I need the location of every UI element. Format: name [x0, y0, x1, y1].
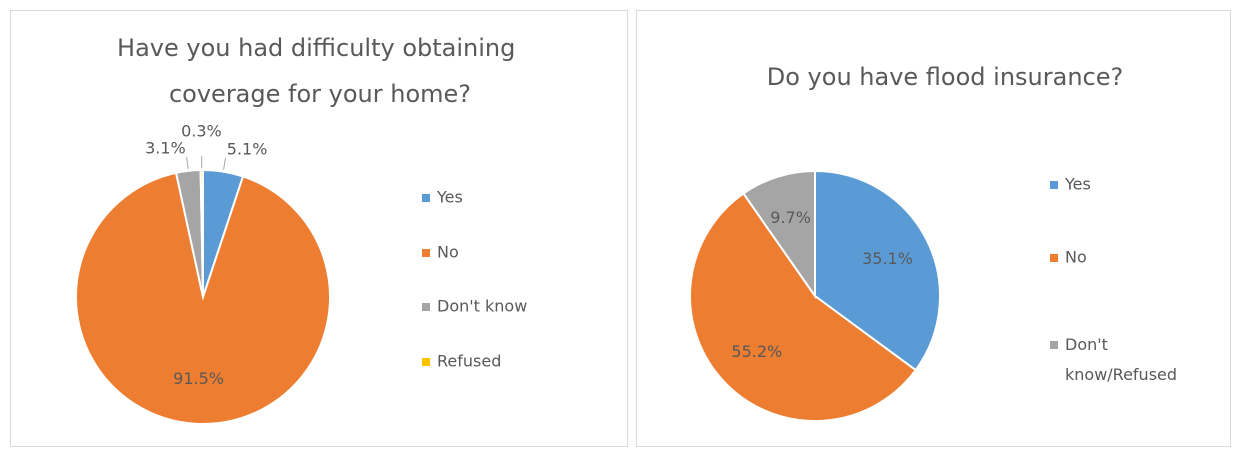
legend-swatch	[422, 303, 430, 311]
pie-slice	[742, 169, 816, 300]
legend-swatch	[1050, 181, 1058, 189]
chart-title: Have you had difficulty obtaining covera…	[117, 34, 523, 108]
data-label: 55.2%	[731, 342, 782, 361]
legend-swatch	[422, 249, 430, 257]
data-label: 35.1%	[862, 249, 913, 268]
pie-slice	[814, 169, 941, 372]
legend-label: Don't know/Refused	[1065, 335, 1177, 384]
legend-swatch	[422, 194, 430, 202]
chart-title: Do you have flood insurance?	[767, 63, 1123, 91]
legend-swatch	[1050, 254, 1058, 262]
legend-label: Don't know	[437, 297, 527, 316]
data-label: 5.1%	[227, 139, 268, 158]
legend-label: No	[437, 243, 459, 262]
legend-swatch	[1050, 341, 1058, 349]
leader-line	[186, 156, 189, 169]
data-label: 0.3%	[181, 122, 222, 141]
data-label: 3.1%	[145, 139, 186, 158]
legend-label: Refused	[437, 352, 501, 371]
legend-label: Yes	[436, 188, 463, 207]
data-label: 9.7%	[770, 208, 811, 227]
legend-label: Yes	[1064, 175, 1091, 194]
data-label: 91.5%	[173, 369, 224, 388]
pie-slice	[689, 192, 918, 422]
legend-label: No	[1065, 248, 1087, 267]
legend-swatch	[422, 358, 430, 366]
pie-slice	[75, 171, 331, 425]
pie-slice	[199, 168, 204, 298]
leader-line	[223, 157, 226, 170]
